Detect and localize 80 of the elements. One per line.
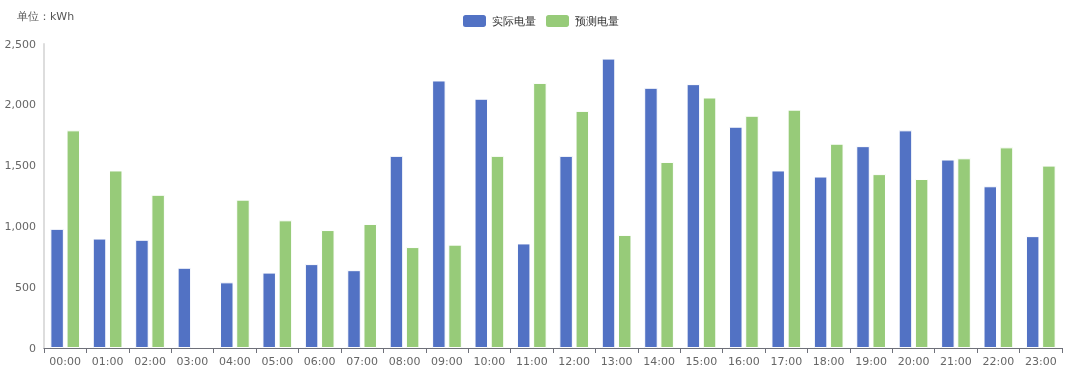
legend-label: 预测电量	[575, 14, 619, 28]
bar	[745, 115, 759, 348]
x-tick-label: 09:00	[431, 355, 463, 368]
legend-label: 实际电量	[492, 14, 536, 28]
bar	[516, 243, 531, 348]
bar	[50, 228, 64, 348]
bar	[278, 220, 293, 348]
bar	[983, 186, 998, 348]
x-tick-label: 20:00	[897, 355, 930, 368]
bar	[872, 174, 886, 348]
y-axis-title: 单位：kWh	[17, 10, 75, 23]
bar	[533, 82, 547, 348]
bar	[321, 230, 335, 348]
bar	[559, 155, 573, 348]
x-tick-label: 16:00	[728, 355, 760, 368]
y-tick-label: 1,500	[4, 159, 36, 173]
x-tick-label: 04:00	[219, 355, 251, 368]
bar	[389, 155, 404, 348]
bar	[856, 146, 870, 348]
bar	[729, 126, 743, 348]
bar	[448, 244, 462, 348]
bar	[432, 80, 446, 348]
x-tick-label: 08:00	[388, 355, 421, 368]
x-tick-label: 05:00	[261, 355, 294, 368]
bar	[363, 223, 377, 348]
bar	[575, 110, 590, 348]
bar	[1025, 236, 1040, 348]
bar	[898, 130, 913, 348]
bar	[830, 143, 844, 348]
x-tick-label: 02:00	[134, 355, 166, 368]
bar	[474, 98, 489, 348]
bar	[914, 178, 929, 348]
bar	[813, 176, 828, 348]
bar	[66, 130, 81, 348]
bar	[490, 155, 505, 348]
bar	[957, 158, 971, 348]
x-tick-label: 19:00	[855, 355, 887, 368]
y-tick-label: 1,000	[4, 219, 36, 233]
x-tick-label: 11:00	[515, 355, 548, 368]
bar	[151, 194, 165, 348]
bar	[304, 264, 319, 348]
bar	[771, 170, 785, 348]
x-tick-label: 00:00	[49, 355, 82, 368]
bar	[617, 234, 632, 348]
bar	[686, 84, 701, 348]
x-tick-label: 06:00	[303, 355, 336, 368]
x-tick-label: 15:00	[685, 355, 718, 368]
x-tick-label: 01:00	[91, 355, 124, 368]
bar	[660, 161, 674, 348]
x-tick-label: 03:00	[176, 355, 209, 368]
bar	[262, 272, 276, 348]
x-tick-label: 07:00	[346, 355, 378, 368]
bar	[177, 267, 192, 348]
bar	[999, 147, 1014, 348]
bar	[644, 87, 658, 348]
y-tick-label: 2,500	[4, 37, 36, 51]
x-tick-label: 10:00	[473, 355, 506, 368]
bar	[347, 270, 361, 348]
bar	[220, 282, 234, 348]
bar	[135, 239, 149, 348]
bar	[787, 109, 802, 348]
y-tick-label: 500	[15, 280, 36, 294]
x-tick-label: 12:00	[558, 355, 591, 368]
x-tick-label: 13:00	[600, 355, 633, 368]
bar	[405, 247, 420, 348]
bar	[236, 199, 250, 348]
x-tick-label: 17:00	[770, 355, 803, 368]
bar	[1042, 165, 1056, 348]
y-tick-label: 0	[29, 341, 36, 355]
x-tick-label: 18:00	[812, 355, 845, 368]
x-tick-label: 23:00	[1024, 355, 1057, 368]
x-tick-label: 21:00	[940, 355, 972, 368]
bar	[108, 170, 123, 348]
bar	[92, 238, 107, 348]
bar	[941, 159, 955, 348]
bar	[601, 58, 616, 348]
bar	[702, 97, 717, 348]
x-tick-label: 14:00	[643, 355, 675, 368]
x-tick-label: 22:00	[982, 355, 1015, 368]
y-tick-label: 2,000	[4, 98, 36, 112]
